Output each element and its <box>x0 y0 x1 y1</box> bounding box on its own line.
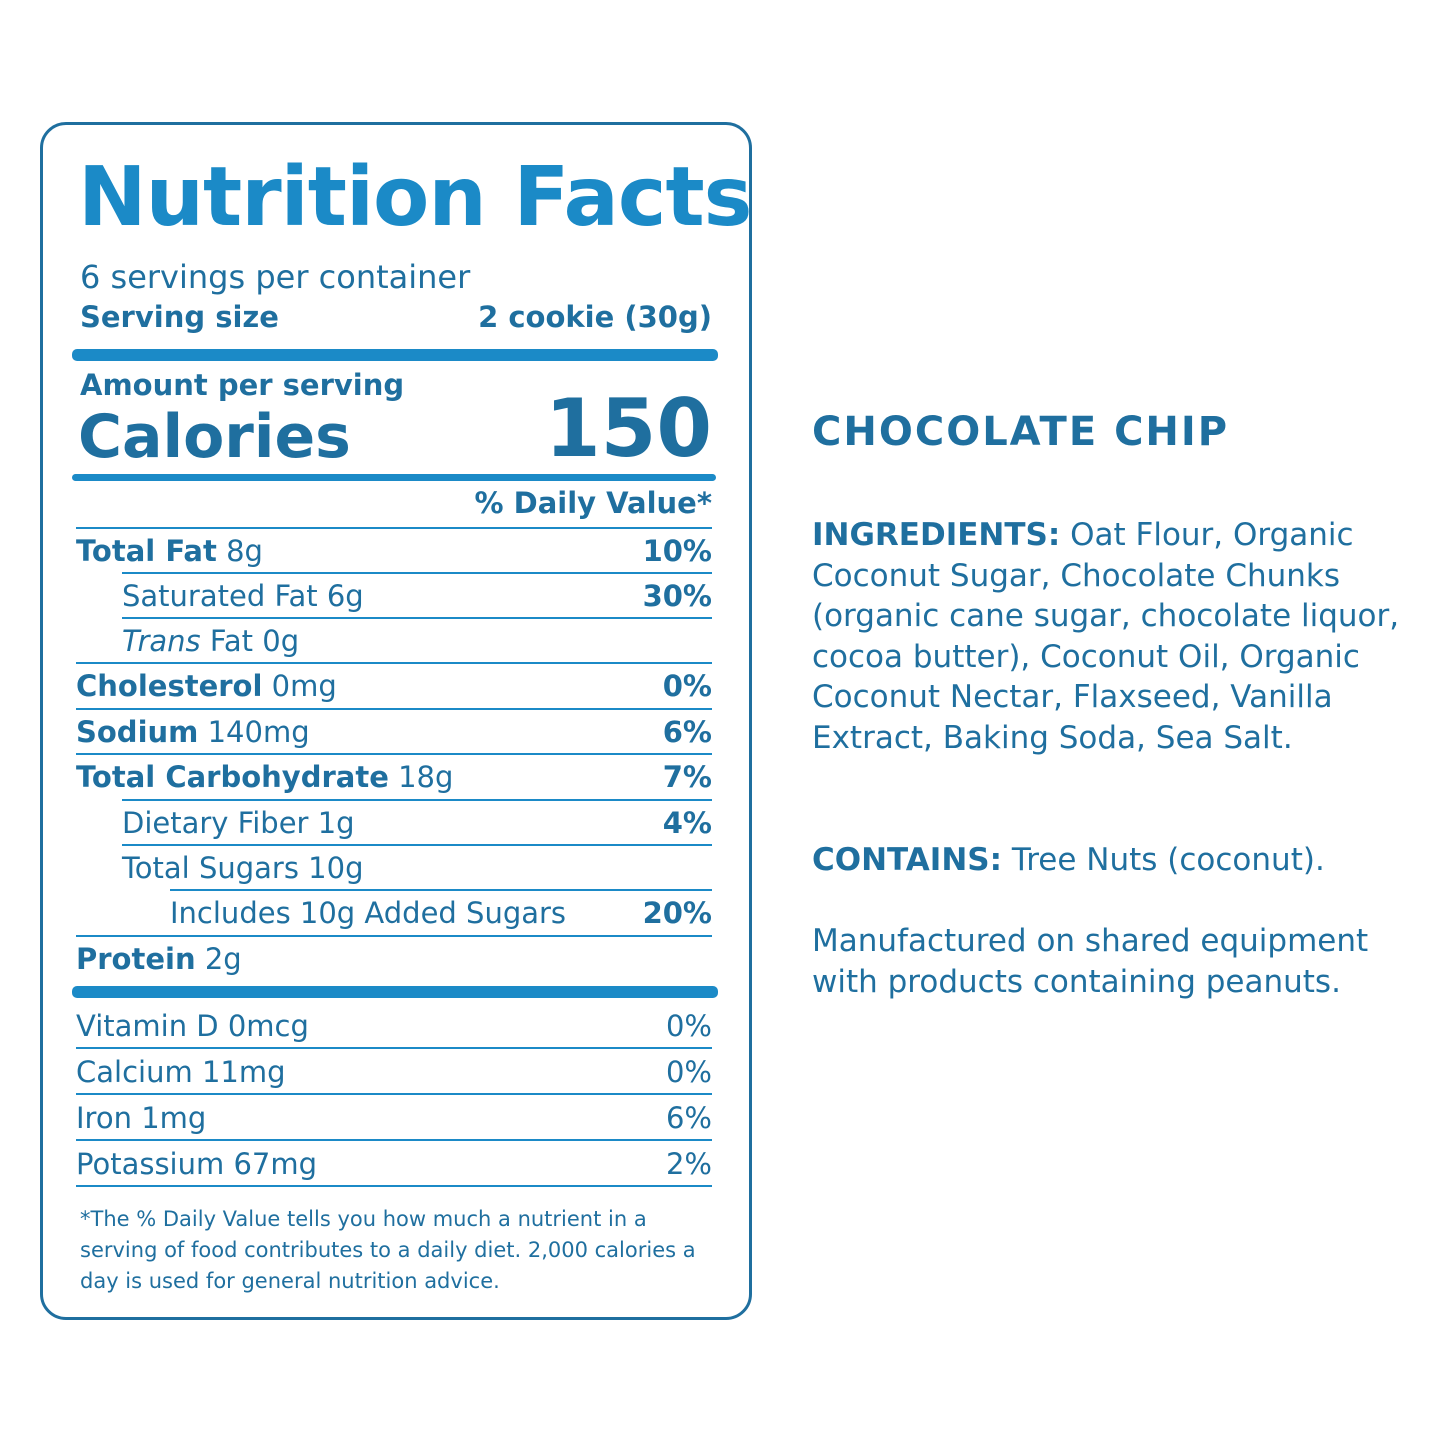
nutrient-row-cholesterol: Cholesterol 0mg 0% <box>76 662 712 707</box>
daily-value-footnote: *The % Daily Value tells you how much a … <box>80 1207 696 1293</box>
nutrition-facts-panel <box>40 122 752 1320</box>
medium-divider <box>72 474 716 481</box>
nutrient-row-total-carbohydrate: Total Carbohydrate 18g 7% <box>76 753 712 798</box>
manufactured-note: Manufactured on shared equipment with pr… <box>812 923 1369 1000</box>
flavor-title: CHOCOLATE CHIP <box>812 409 1230 455</box>
nutrient-row-dietary-fiber: Dietary Fiber 1g 4% <box>122 799 712 844</box>
serving-size-label: Serving size <box>80 300 279 334</box>
thick-divider-vitamins <box>72 986 718 998</box>
allergen-contains: CONTAINS: Tree Nuts (coconut). <box>812 840 1412 881</box>
nutrient-row-total-fat: Total Fat 8g 10% <box>76 527 712 572</box>
servings-per-container: 6 servings per container <box>80 258 471 296</box>
contains-value: Tree Nuts (coconut). <box>1011 842 1325 878</box>
vitamin-row-potassium: Potassium 67mg 2% <box>76 1142 712 1187</box>
calories-label: Calories <box>78 402 351 472</box>
nutrient-row-total-sugars: Total Sugars 10g <box>122 844 712 889</box>
nutrient-row-protein: Protein 2g <box>76 935 712 980</box>
nutrition-facts-title: Nutrition Facts <box>78 150 752 245</box>
vitamin-row-vitamin-d: Vitamin D 0mcg 0% <box>76 1004 712 1049</box>
daily-value-header: % Daily Value* <box>474 486 712 520</box>
contains-label: CONTAINS: <box>812 842 1002 878</box>
serving-size-value: 2 cookie (30g) <box>478 300 712 334</box>
ingredients-list: Oat Flour, Organic Coconut Sugar, Chocol… <box>812 517 1400 756</box>
vitamin-row-calcium: Calcium 11mg 0% <box>76 1050 712 1095</box>
nutrient-row-trans-fat: Trans Fat 0g <box>122 617 712 662</box>
vitamin-row-iron: Iron 1mg 6% <box>76 1096 712 1141</box>
ingredients-label: INGREDIENTS: <box>812 517 1061 553</box>
amount-per-serving: Amount per serving <box>80 368 405 402</box>
nutrient-row-added-sugars: Includes 10g Added Sugars 20% <box>170 889 712 934</box>
ingredients-text: INGREDIENTS: Oat Flour, Organic Coconut … <box>812 515 1412 758</box>
nutrient-row-sodium: Sodium 140mg 6% <box>76 708 712 753</box>
serving-size-row: Serving size 2 cookie (30g) <box>80 300 712 334</box>
nutrient-row-saturated-fat: Saturated Fat 6g 30% <box>122 572 712 617</box>
calories-value: 150 <box>545 382 712 475</box>
thick-divider <box>72 349 718 361</box>
